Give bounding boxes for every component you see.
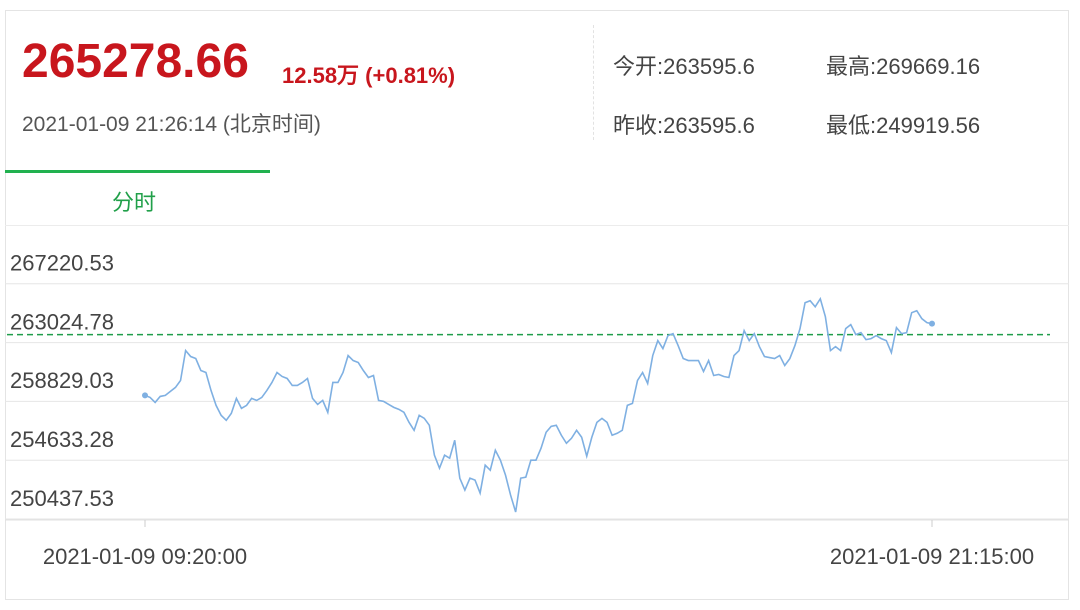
divider [593, 25, 594, 140]
end-dot [929, 320, 935, 327]
price: 265278.66 [22, 35, 249, 88]
stat: 昨收:263595.6 [613, 113, 755, 138]
end-dot [142, 392, 148, 399]
stat: 最高:269669.16 [826, 54, 981, 79]
y-tick-label: 267220.53 [10, 251, 114, 276]
tab[interactable]: 分时 [112, 190, 157, 215]
stat: 最低:249919.56 [826, 113, 981, 138]
y-tick-label: 263024.78 [10, 309, 114, 334]
y-tick-label: 250437.53 [10, 486, 114, 511]
x-tick-label: 2021-01-09 09:20:00 [43, 544, 247, 569]
quote-time: 2021-01-09 21:26:14 (北京时间) [22, 113, 321, 136]
widget-card [5, 10, 1069, 600]
price-change: 12.58万 (+0.81%) [282, 63, 456, 88]
y-tick-label: 254633.28 [10, 427, 114, 452]
separator [5, 225, 1069, 226]
stat: 今开:263595.6 [613, 54, 755, 79]
tab-indicator [5, 170, 270, 173]
price-line [144, 296, 933, 513]
y-tick-label: 258829.03 [10, 368, 114, 393]
x-tick-label: 2021-01-09 21:15:00 [830, 544, 1034, 569]
